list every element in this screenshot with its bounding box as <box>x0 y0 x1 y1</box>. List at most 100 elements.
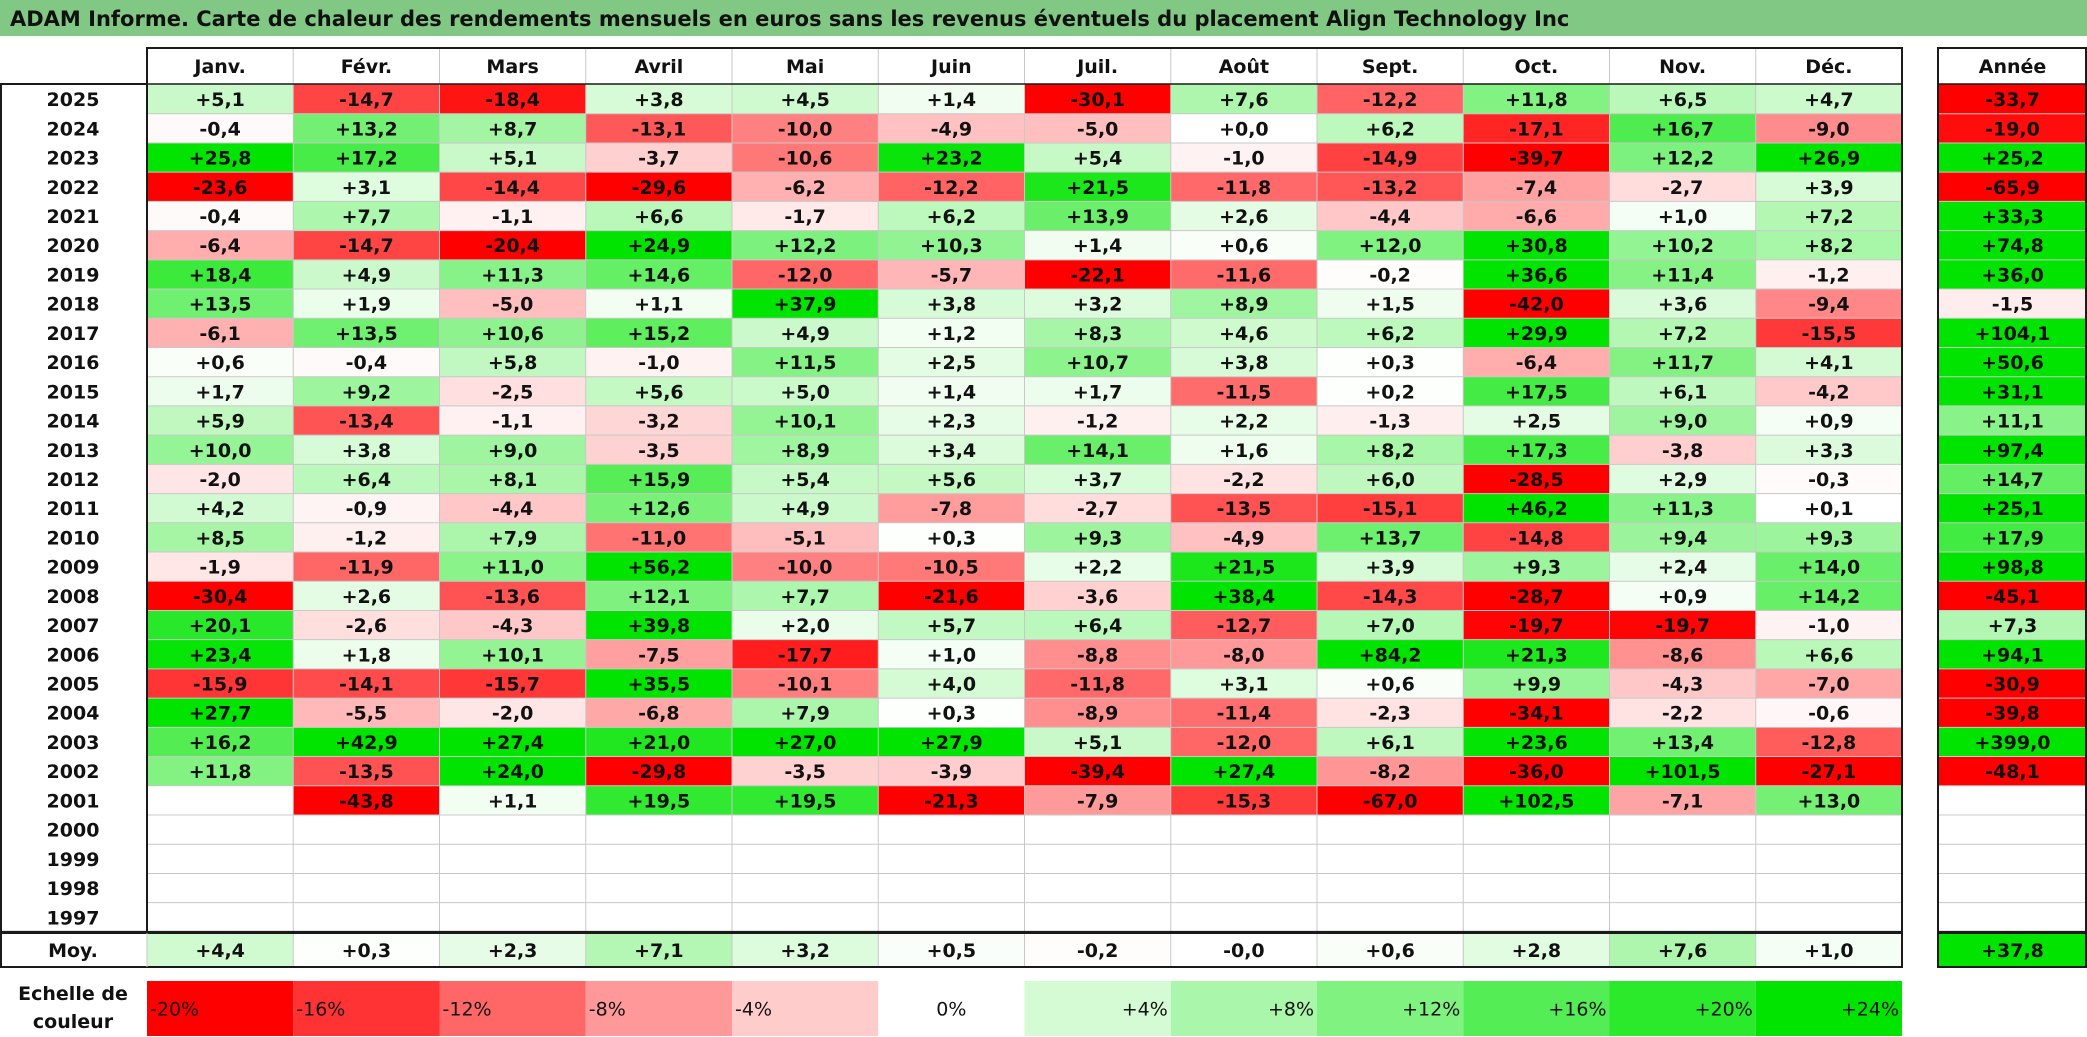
heatmap-cell <box>878 259 1025 290</box>
cell-value: -67,0 <box>1363 790 1418 812</box>
cell-value: -2,2 <box>1662 703 1704 725</box>
heatmap-cell <box>439 581 586 611</box>
cell-value: +17,3 <box>1505 440 1568 462</box>
heatmap-cell <box>732 113 879 143</box>
cell-value: +27,4 <box>481 732 544 754</box>
annual-cell <box>1938 493 2087 523</box>
cell-value: -3,6 <box>1077 586 1119 608</box>
heatmap-cell <box>878 639 1025 669</box>
average-annual-value: +37,8 <box>1981 940 2044 962</box>
cell-value: +56,2 <box>627 557 690 579</box>
heatmap-cell <box>585 376 732 406</box>
heatmap-cell <box>1755 873 1902 903</box>
average-cell <box>1463 933 1610 967</box>
heatmap-cell <box>878 522 1025 553</box>
cell-value: +6,4 <box>342 469 392 491</box>
average-value: -0,2 <box>1077 940 1119 962</box>
legend-label: -20% <box>150 999 199 1021</box>
heatmap-cell <box>1609 289 1756 319</box>
cell-value: -15,3 <box>1216 790 1271 812</box>
heatmap-cell <box>732 756 879 786</box>
cell-value: +0,2 <box>1365 381 1415 403</box>
heatmap-cell <box>1609 668 1756 699</box>
heatmap-cell <box>439 873 586 903</box>
heatmap-cell <box>878 142 1025 173</box>
month-header-9: Sept. <box>1362 56 1418 78</box>
heatmap-cell <box>1463 289 1610 319</box>
heatmap-cell <box>1317 405 1464 436</box>
cell-value: +1,0 <box>1658 206 1708 228</box>
heatmap-cell <box>1024 581 1171 611</box>
cell-value: +5,9 <box>195 411 245 433</box>
cell-value: -0,3 <box>1808 469 1850 491</box>
heatmap-cell <box>293 610 440 640</box>
cell-value: +12,2 <box>774 235 837 257</box>
average-value: +0,3 <box>342 940 392 962</box>
cell-value: -43,8 <box>339 790 394 812</box>
cell-value: +6,1 <box>1658 381 1708 403</box>
annual-value: -19,0 <box>1985 118 2040 140</box>
annual-cell <box>1938 84 2087 114</box>
cell-value: -5,5 <box>346 703 388 725</box>
cell-value: +7,2 <box>1658 323 1708 345</box>
heatmap-cell <box>439 756 586 786</box>
heatmap-cell <box>1609 435 1756 465</box>
heatmap-cell <box>1024 668 1171 699</box>
heatmap-cell <box>1317 230 1464 260</box>
heatmap-cell <box>439 201 586 231</box>
average-value: +1,0 <box>1804 940 1854 962</box>
heatmap-cell <box>293 376 440 406</box>
cell-value: -15,7 <box>485 674 540 696</box>
heatmap-cell <box>732 347 879 377</box>
cell-labels-layer: Janv. Févr. Mars Avril Mai Juin Juil. Août Sept.… <box>18 56 2050 1033</box>
legend-swatch <box>732 981 879 1036</box>
legend-swatch <box>293 981 440 1036</box>
cell-value: +3,2 <box>1073 294 1123 316</box>
heatmap-cell <box>878 318 1025 348</box>
cell-value: +2,5 <box>927 352 977 374</box>
heatmap-cell <box>1170 405 1317 436</box>
legend-label: -12% <box>443 999 492 1021</box>
cell-value: -21,6 <box>924 586 979 608</box>
cell-value: -11,6 <box>1216 264 1271 286</box>
cell-value: -5,1 <box>784 527 826 549</box>
heatmap-cell <box>1317 610 1464 640</box>
annual-value: +33,3 <box>1981 206 2044 228</box>
cell-value: +6,2 <box>1365 323 1415 345</box>
heatmap-cell <box>147 785 294 815</box>
cell-value: -6,6 <box>1516 206 1558 228</box>
heatmap-cell <box>1317 844 1464 874</box>
heatmap-cell <box>1317 172 1464 202</box>
heatmap-cell <box>1024 698 1171 728</box>
heatmap-cell <box>1024 84 1171 114</box>
heatmap-cell <box>732 230 879 260</box>
annual-cell <box>1938 172 2087 202</box>
heatmap-cell <box>439 610 586 640</box>
year-label: 2015 <box>47 381 100 403</box>
cell-value: -3,9 <box>931 761 973 783</box>
cell-value: -14,4 <box>485 177 540 199</box>
heatmap-cell <box>1024 318 1171 348</box>
cell-value: +0,9 <box>1804 411 1854 433</box>
heatmap-cell <box>293 318 440 348</box>
cell-value: -8,9 <box>1077 703 1119 725</box>
annual-cell <box>1938 522 2087 553</box>
month-header-1: Janv. <box>192 56 245 78</box>
heatmap-cell <box>147 289 294 319</box>
cell-value: +2,4 <box>1658 557 1708 579</box>
heatmap-cell <box>878 493 1025 523</box>
annual-cell <box>1938 289 2087 319</box>
cell-value: +1,4 <box>927 89 977 111</box>
average-cell <box>1170 933 1317 967</box>
heatmap-cell <box>1024 142 1171 173</box>
cell-value: +1,5 <box>1365 294 1415 316</box>
cell-value: +1,4 <box>927 381 977 403</box>
cell-value: -1,1 <box>492 411 534 433</box>
heatmap-cell <box>1317 727 1464 757</box>
heatmap-cell <box>1463 785 1610 815</box>
heatmap-cell <box>147 405 294 436</box>
cell-value: +4,6 <box>1219 323 1269 345</box>
heatmap-cell <box>1170 756 1317 786</box>
heatmap-cell <box>147 172 294 202</box>
heatmap-cell <box>1317 756 1464 786</box>
